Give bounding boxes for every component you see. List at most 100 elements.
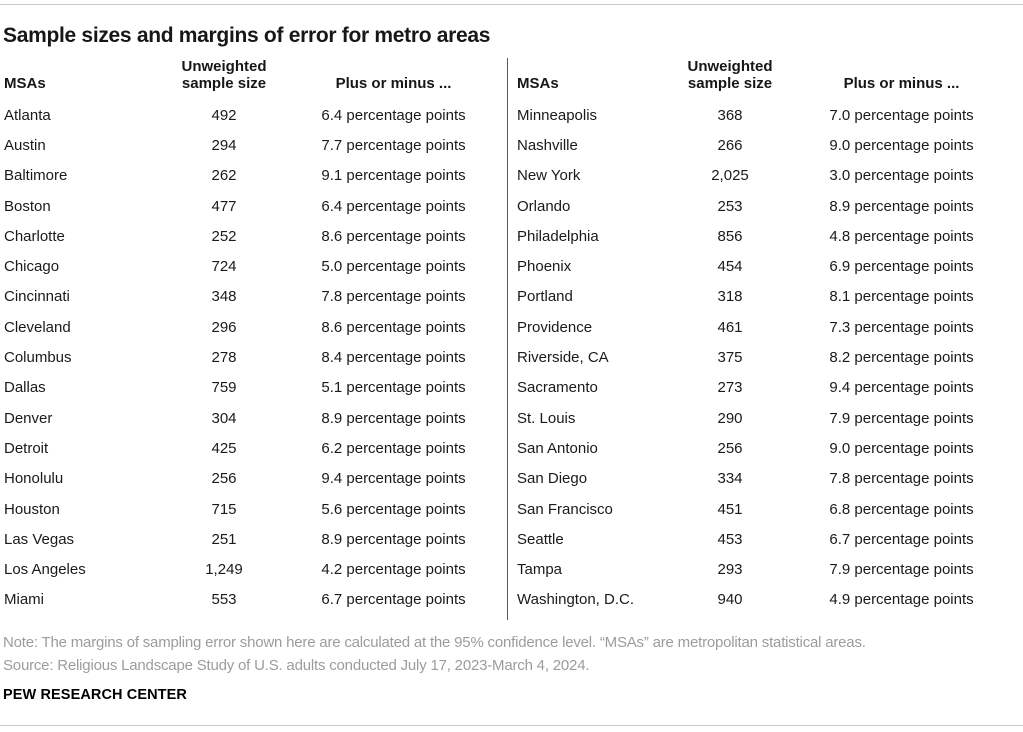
note-text: Note: The margins of sampling error show… — [3, 634, 866, 651]
column-header-msas: MSAs — [4, 75, 46, 92]
moe-cell: 9.0 percentage points — [829, 439, 974, 457]
table-row: Honolulu 256 9.4 percentage points — [0, 464, 507, 494]
msa-name-cell: Washington, D.C. — [517, 591, 634, 609]
moe-cell: 8.6 percentage points — [321, 227, 466, 245]
moe-cell: 8.2 percentage points — [829, 349, 974, 367]
sample-size-cell: 278 — [211, 349, 237, 367]
moe-cell: 4.8 percentage points — [829, 227, 974, 245]
sample-size-cell: 453 — [717, 530, 743, 548]
sample-size-cell: 296 — [211, 318, 237, 336]
moe-cell: 9.4 percentage points — [829, 379, 974, 397]
header-row: MSAs Unweighted sample size Plus or minu… — [0, 58, 507, 100]
sample-size-cell: 294 — [211, 136, 237, 154]
column-header-sample-size: Unweighted sample size — [687, 58, 773, 92]
moe-cell: 7.8 percentage points — [321, 288, 466, 306]
moe-cell: 6.9 percentage points — [829, 258, 974, 276]
sample-size-cell: 256 — [211, 470, 237, 488]
table-row: Tampa 293 7.9 percentage points — [508, 554, 1023, 584]
msa-name-cell: Boston — [4, 197, 51, 215]
msa-name-cell: Houston — [4, 500, 60, 518]
table-row: Cleveland 296 8.6 percentage points — [0, 312, 507, 342]
msa-name-cell: San Diego — [517, 470, 588, 488]
msa-name-cell: Denver — [4, 409, 53, 427]
msa-name-cell: Baltimore — [4, 167, 68, 185]
sample-size-cell: 940 — [717, 591, 743, 609]
column-header-msas: MSAs — [517, 75, 559, 92]
moe-cell: 8.9 percentage points — [829, 197, 974, 215]
sample-size-cell: 266 — [717, 136, 743, 154]
sample-size-cell: 253 — [717, 197, 743, 215]
header-row: MSAs Unweighted sample size Plus or minu… — [508, 58, 1023, 100]
moe-cell: 8.6 percentage points — [321, 318, 466, 336]
moe-cell: 8.9 percentage points — [321, 530, 466, 548]
table-row: San Antonio 256 9.0 percentage points — [508, 433, 1023, 463]
figure-title: Sample sizes and margins of error for me… — [3, 24, 491, 47]
msa-name-cell: Seattle — [517, 530, 564, 548]
table-row: Austin 294 7.7 percentage points — [0, 130, 507, 160]
msa-name-cell: Tampa — [517, 561, 563, 579]
msa-name-cell: San Antonio — [517, 439, 598, 457]
table-row: Providence 461 7.3 percentage points — [508, 312, 1023, 342]
msa-name-cell: Las Vegas — [4, 530, 75, 548]
table-row: Houston 715 5.6 percentage points — [0, 494, 507, 524]
sample-size-cell: 252 — [211, 227, 237, 245]
table-row: Minneapolis 368 7.0 percentage points — [508, 100, 1023, 130]
msa-name-cell: Austin — [4, 136, 46, 154]
table-divider — [507, 58, 508, 620]
table-row: Sacramento 273 9.4 percentage points — [508, 373, 1023, 403]
table-row: Boston 477 6.4 percentage points — [0, 191, 507, 221]
table-row: San Francisco 451 6.8 percentage points — [508, 494, 1023, 524]
metro-table-right: MSAs Unweighted sample size Plus or minu… — [508, 58, 1023, 615]
moe-cell: 8.9 percentage points — [321, 409, 466, 427]
table-row: Atlanta 492 6.4 percentage points — [0, 100, 507, 130]
sample-size-cell: 273 — [717, 379, 743, 397]
msa-name-cell: Chicago — [4, 258, 60, 276]
msa-name-cell: Orlando — [517, 197, 571, 215]
msa-name-cell: Atlanta — [4, 106, 51, 124]
sample-size-cell: 477 — [211, 197, 237, 215]
column-header-plus-minus: Plus or minus ... — [335, 75, 452, 92]
sample-size-cell: 2,025 — [711, 167, 749, 185]
table-row: New York 2,025 3.0 percentage points — [508, 161, 1023, 191]
msa-name-cell: Nashville — [517, 136, 578, 154]
msa-name-cell: New York — [517, 167, 581, 185]
table-row: Las Vegas 251 8.9 percentage points — [0, 524, 507, 554]
sample-size-cell: 1,249 — [205, 561, 243, 579]
sample-size-cell: 461 — [717, 318, 743, 336]
sample-size-cell: 348 — [211, 288, 237, 306]
moe-cell: 8.4 percentage points — [321, 349, 466, 367]
moe-cell: 6.8 percentage points — [829, 500, 974, 518]
table-row: Washington, D.C. 940 4.9 percentage points — [508, 585, 1023, 615]
metro-table-left: MSAs Unweighted sample size Plus or minu… — [0, 58, 507, 615]
msa-name-cell: Charlotte — [4, 227, 65, 245]
sample-size-cell: 856 — [717, 227, 743, 245]
table-row: Miami 553 6.7 percentage points — [0, 585, 507, 615]
sample-size-cell: 375 — [717, 349, 743, 367]
top-rule — [0, 4, 1023, 5]
msa-name-cell: Detroit — [4, 439, 49, 457]
msa-name-cell: Cleveland — [4, 318, 71, 336]
msa-name-cell: Minneapolis — [517, 106, 598, 124]
table-row: Phoenix 454 6.9 percentage points — [508, 251, 1023, 281]
moe-cell: 7.7 percentage points — [321, 136, 466, 154]
footer-notes: Note: The margins of sampling error show… — [3, 632, 866, 677]
sample-size-cell: 334 — [717, 470, 743, 488]
sample-size-cell: 251 — [211, 530, 237, 548]
moe-cell: 7.9 percentage points — [829, 561, 974, 579]
msa-name-cell: Riverside, CA — [517, 349, 609, 367]
moe-cell: 9.1 percentage points — [321, 167, 466, 185]
msa-name-cell: St. Louis — [517, 409, 576, 427]
msa-name-cell: Los Angeles — [4, 561, 86, 579]
sample-size-cell: 724 — [211, 258, 237, 276]
moe-cell: 6.7 percentage points — [829, 530, 974, 548]
msa-name-cell: San Francisco — [517, 500, 613, 518]
moe-cell: 5.1 percentage points — [321, 379, 466, 397]
moe-cell: 6.2 percentage points — [321, 439, 466, 457]
moe-cell: 4.2 percentage points — [321, 561, 466, 579]
moe-cell: 7.9 percentage points — [829, 409, 974, 427]
sample-size-cell: 492 — [211, 106, 237, 124]
moe-cell: 7.3 percentage points — [829, 318, 974, 336]
sample-size-cell: 454 — [717, 258, 743, 276]
msa-name-cell: Cincinnati — [4, 288, 70, 306]
